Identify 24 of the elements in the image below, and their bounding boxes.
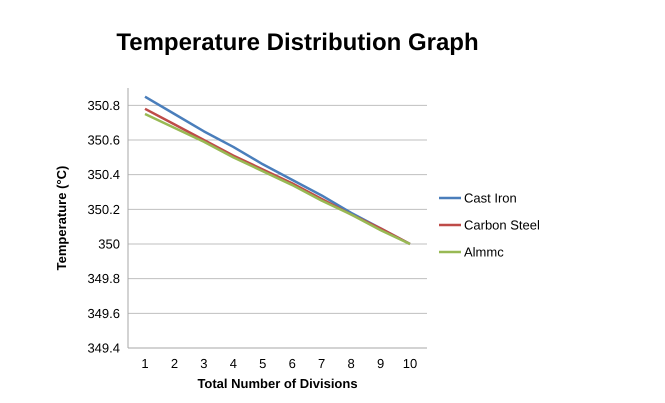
x-tick-label: 3 [200, 356, 208, 371]
y-tick-label: 350.8 [87, 98, 120, 113]
x-tick-label: 4 [230, 356, 237, 371]
legend-label: Almmc [464, 244, 504, 260]
y-tick-label: 350 [98, 236, 120, 252]
x-tick-label: 9 [376, 356, 384, 371]
x-tick-label: 1 [141, 356, 149, 371]
x-tick-label: 8 [347, 356, 355, 371]
legend-label: Carbon Steel [464, 218, 540, 233]
y-tick-label: 350.6 [87, 132, 120, 148]
y-tick-label: 350.2 [87, 202, 120, 217]
y-tick-label: 350.4 [87, 167, 120, 182]
x-tick-label: 10 [402, 356, 418, 371]
x-tick-label: 2 [170, 356, 178, 371]
x-tick-label: 7 [318, 356, 326, 371]
y-tick-label: 349.6 [87, 306, 120, 321]
x-tick-label: 6 [288, 356, 296, 371]
y-tick-label: 349.8 [87, 271, 120, 286]
x-axis-title: Total Number of Divisions [197, 376, 358, 391]
y-axis-title: Temperature (°C) [54, 166, 69, 270]
legend-label: Cast Iron [464, 190, 517, 206]
chart-title: Temperature Distribution Graph [116, 29, 479, 56]
y-tick-label: 349.4 [87, 340, 120, 356]
x-tick-label: 5 [259, 356, 266, 371]
